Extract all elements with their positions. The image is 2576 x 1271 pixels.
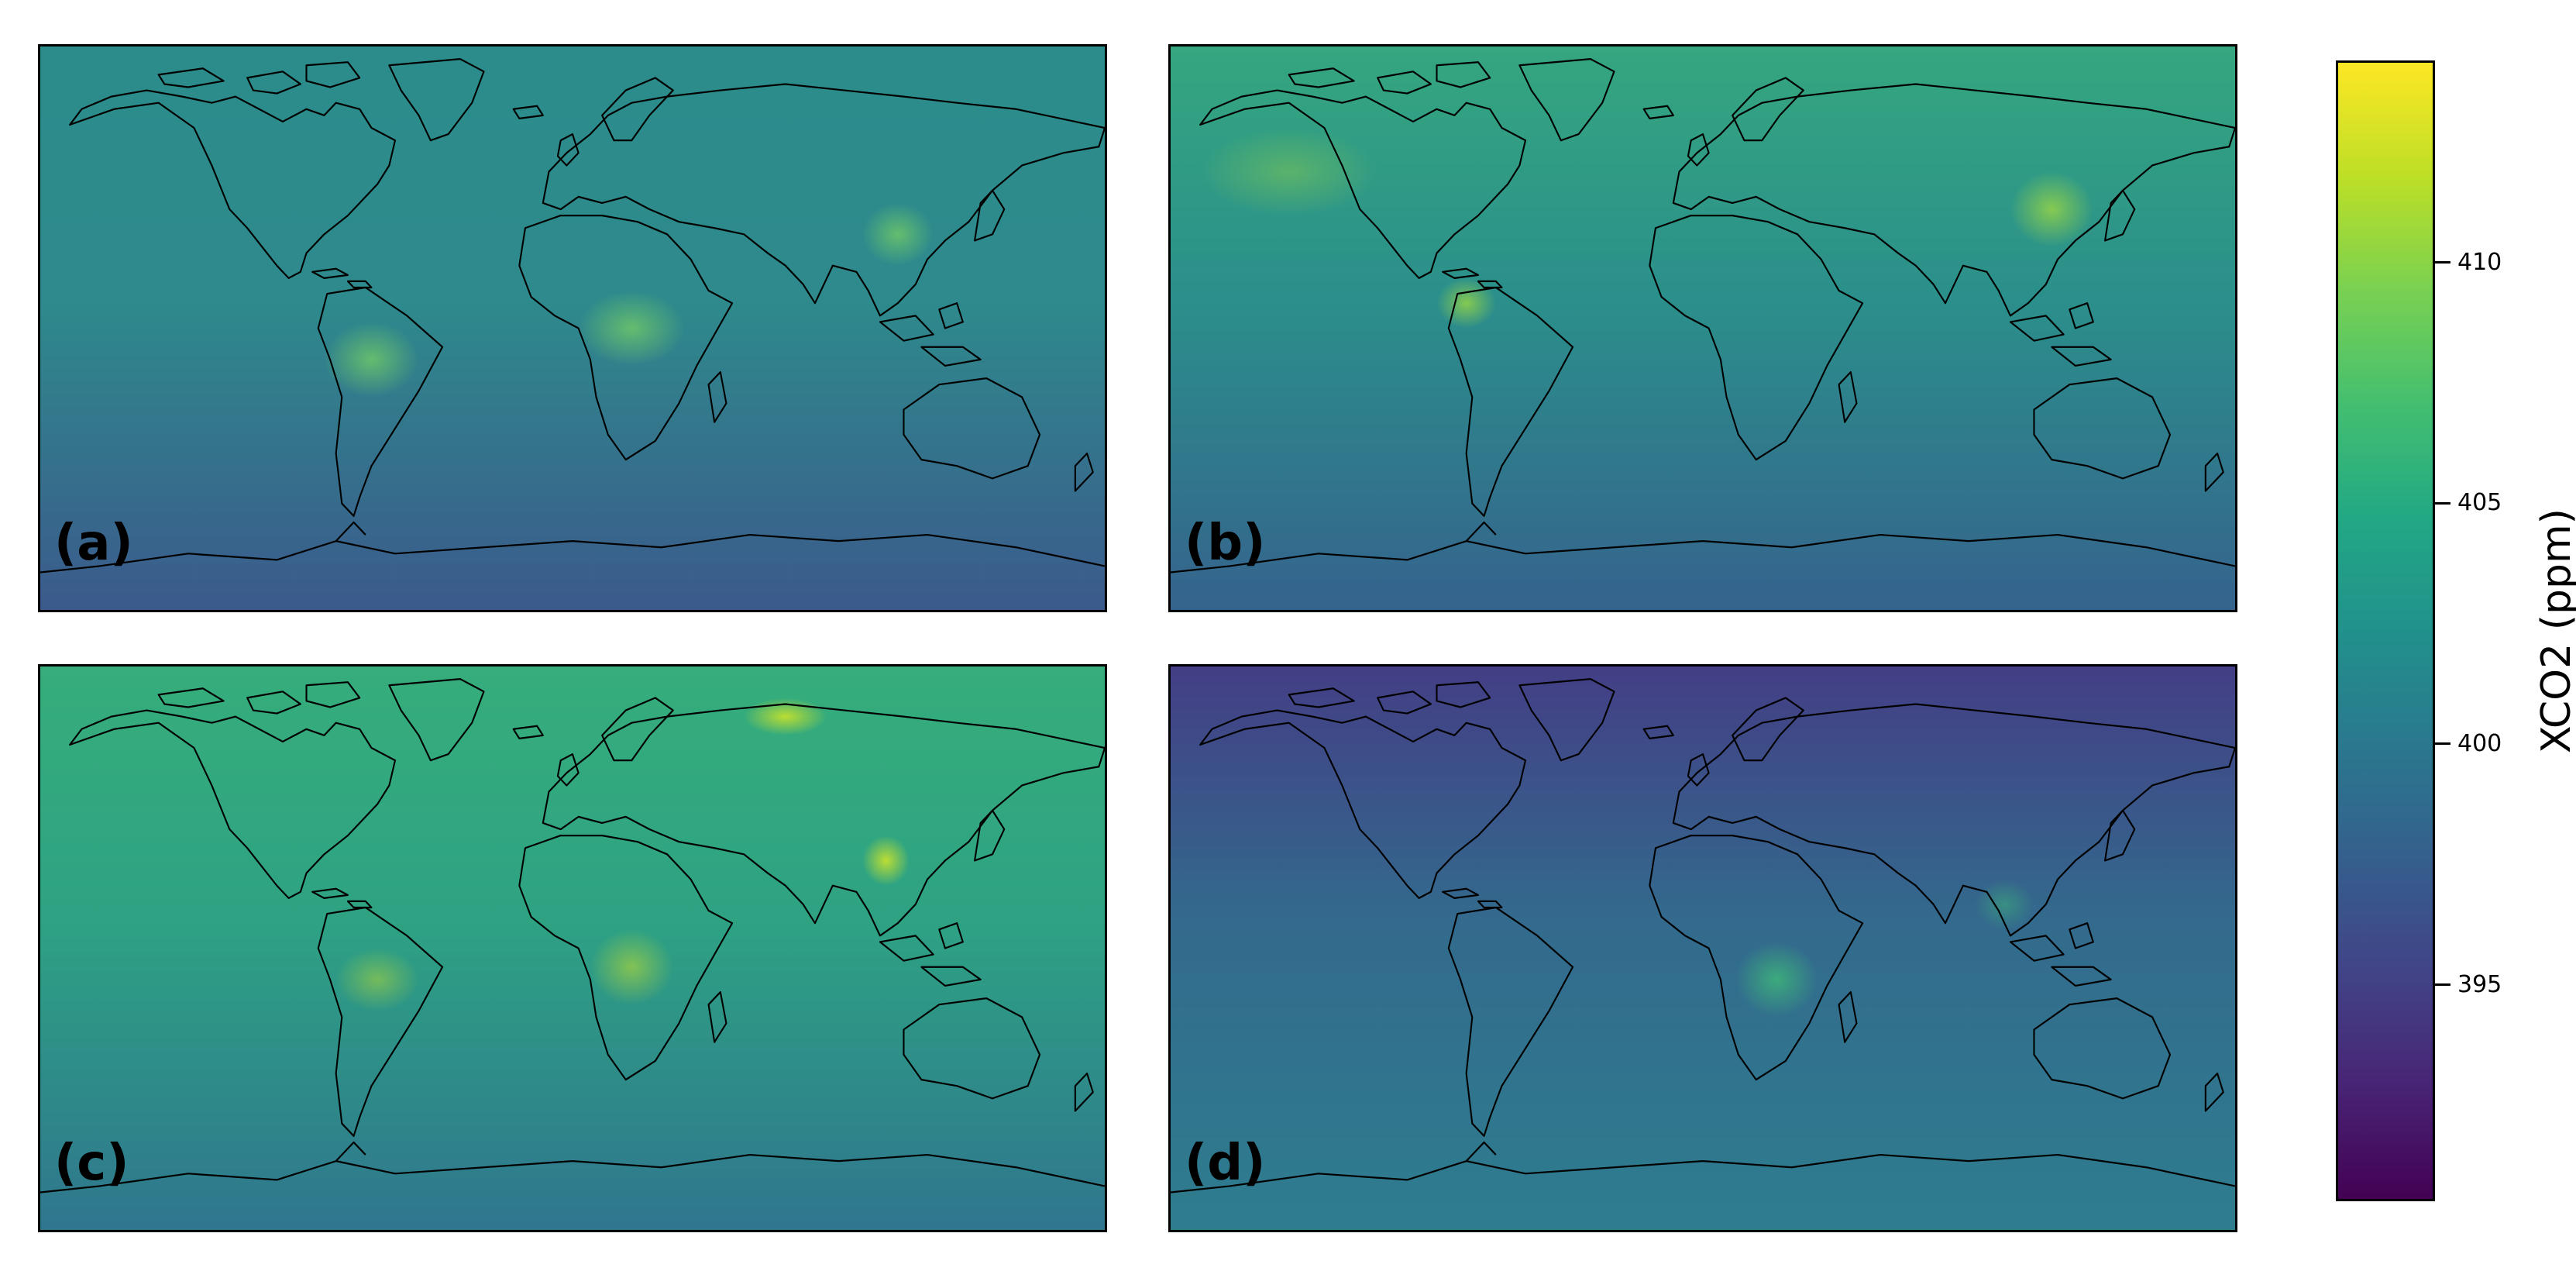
map-panel-c: (c) — [38, 664, 1107, 1232]
map-panel-d: (d) — [1168, 664, 2237, 1232]
colorbar-tick-label: 410 — [2457, 248, 2502, 276]
colorbar-tick — [2435, 261, 2450, 264]
panel-label: (c) — [54, 1135, 129, 1192]
panel-label: (a) — [54, 515, 133, 572]
colorbar — [2336, 60, 2435, 1201]
colorbar-tick — [2435, 501, 2450, 505]
panel-label: (d) — [1185, 1135, 1266, 1192]
map-panel-a: (a) — [38, 44, 1107, 612]
xco2-map — [40, 46, 1105, 610]
colorbar-tick — [2435, 742, 2450, 746]
colorbar-title: XCO2 (ppm) — [2533, 508, 2576, 753]
colorbar-tick-label: 405 — [2457, 489, 2502, 517]
xco2-map — [1171, 46, 2235, 610]
colorbar-gradient — [2338, 63, 2433, 1199]
xco2-map — [1171, 666, 2235, 1230]
panel-label: (b) — [1185, 515, 1266, 572]
colorbar-tick-label: 400 — [2457, 729, 2502, 757]
map-panel-b: (b) — [1168, 44, 2237, 612]
colorbar-tick — [2435, 983, 2450, 986]
xco2-map — [40, 666, 1105, 1230]
colorbar-tick-label: 395 — [2457, 970, 2502, 998]
